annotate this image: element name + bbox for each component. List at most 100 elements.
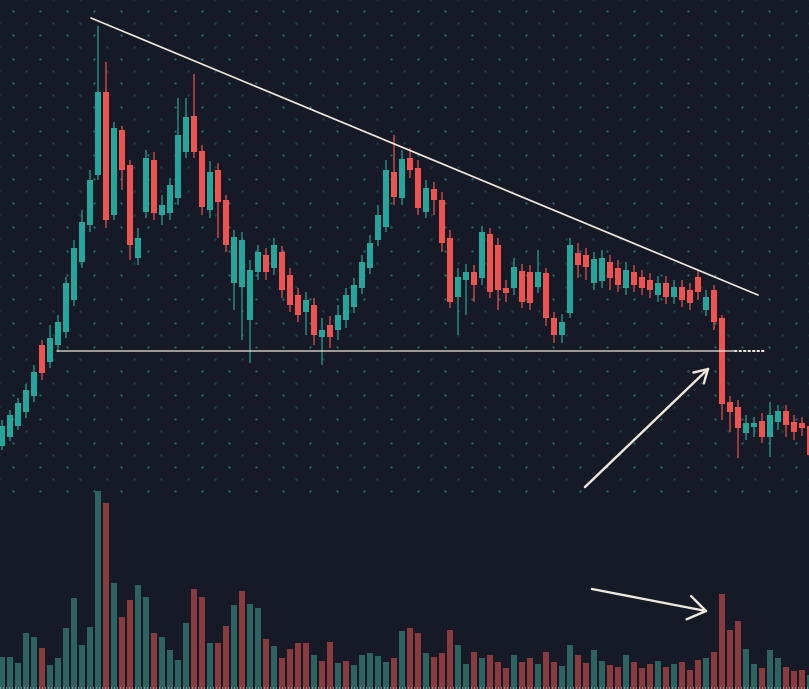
volume-bar — [799, 670, 805, 689]
candle-down — [727, 402, 733, 412]
volume-bar — [167, 650, 173, 689]
breakdown-arrow-shaft — [583, 367, 710, 489]
volume-bar — [719, 594, 725, 689]
volume-bar — [599, 661, 605, 689]
candle-up — [511, 267, 517, 288]
descending-trendline[interactable] — [90, 17, 759, 296]
candle-down — [783, 411, 789, 425]
volume-bar — [391, 658, 397, 689]
volume-bar — [527, 658, 533, 689]
volume-bar — [119, 617, 125, 689]
volume-bar — [399, 631, 405, 689]
candle-down — [551, 318, 557, 335]
candle-down — [151, 160, 157, 213]
volume-bar — [383, 662, 389, 689]
volume-bar — [727, 630, 733, 689]
candle-up — [535, 272, 541, 287]
candle-up — [63, 283, 69, 332]
volume-bar — [671, 664, 677, 689]
volume-bar — [175, 660, 181, 689]
candle-up — [55, 322, 61, 345]
candle-up — [703, 297, 709, 310]
candle-down — [495, 245, 501, 290]
candle-up — [359, 262, 365, 288]
volume-bar — [695, 660, 701, 689]
candle-up — [271, 245, 277, 268]
volume-bar — [687, 670, 693, 689]
volume-bar — [143, 597, 149, 689]
drawing-annotations[interactable] — [56, 17, 766, 621]
candle-up — [559, 322, 565, 335]
volume-bar — [703, 658, 709, 689]
volume-bar — [431, 657, 437, 689]
candle-down — [279, 252, 285, 290]
candle-down — [759, 421, 765, 437]
volume-bar — [415, 633, 421, 689]
candle-up — [463, 272, 469, 280]
candle-down — [631, 272, 637, 285]
candle-up — [455, 277, 461, 297]
candle-down — [415, 168, 421, 208]
candle-down — [583, 255, 589, 267]
volume-bar — [647, 664, 653, 689]
candle-down — [527, 272, 533, 303]
volume-spike-arrow[interactable] — [590, 587, 708, 621]
volume-bar — [87, 627, 93, 689]
volume-bar — [767, 650, 773, 689]
candle-up — [383, 170, 389, 227]
candle-up — [175, 135, 181, 198]
volume-bar — [455, 645, 461, 689]
breakdown-arrow-head — [702, 367, 710, 385]
volume-bar — [583, 663, 589, 689]
volume-bar — [55, 658, 61, 689]
volume-bar — [615, 667, 621, 689]
volume-bar — [775, 658, 781, 689]
volume-bar — [807, 675, 809, 689]
candle-up — [7, 415, 13, 437]
breakdown-arrow[interactable] — [583, 367, 710, 489]
volume-bar — [0, 657, 5, 689]
volume-spike-arrow-head — [685, 609, 708, 621]
candle-up — [239, 240, 245, 287]
volume-bar — [111, 583, 117, 689]
candle-down — [663, 283, 669, 297]
volume-bar — [247, 604, 253, 689]
candle-down — [327, 325, 333, 337]
candle-down — [311, 305, 317, 335]
candle-down — [679, 287, 685, 300]
candle-up — [231, 237, 237, 283]
candle-down — [695, 277, 701, 292]
candle-down — [215, 170, 221, 202]
volume-bar — [351, 665, 357, 689]
volume-bar — [47, 665, 53, 689]
volume-bar — [407, 628, 413, 689]
volume-bar — [319, 661, 325, 689]
volume-bar — [7, 657, 13, 689]
volume-bar — [735, 621, 741, 689]
candle-up — [319, 330, 325, 337]
volume-pane — [0, 491, 809, 689]
candle-down — [439, 200, 445, 243]
candle-up — [159, 205, 165, 215]
volume-bar — [575, 655, 581, 689]
candle-down — [799, 423, 805, 428]
volume-bar — [15, 663, 21, 689]
volume-spike-arrow-shaft — [590, 587, 708, 613]
volume-bar — [287, 649, 293, 689]
volume-bar — [71, 598, 77, 689]
candle-up — [375, 215, 381, 240]
candle-up — [343, 295, 349, 320]
candle-up — [31, 372, 37, 396]
candle-up — [143, 158, 149, 212]
volume-bar — [199, 597, 205, 689]
candle-up — [0, 426, 5, 446]
candle-down — [447, 238, 453, 302]
volume-bar — [255, 608, 261, 689]
candle-down — [711, 290, 717, 322]
volume-bar — [487, 655, 493, 689]
volume-bar — [295, 643, 301, 689]
candle-up — [183, 117, 189, 152]
candle-down — [223, 200, 229, 245]
